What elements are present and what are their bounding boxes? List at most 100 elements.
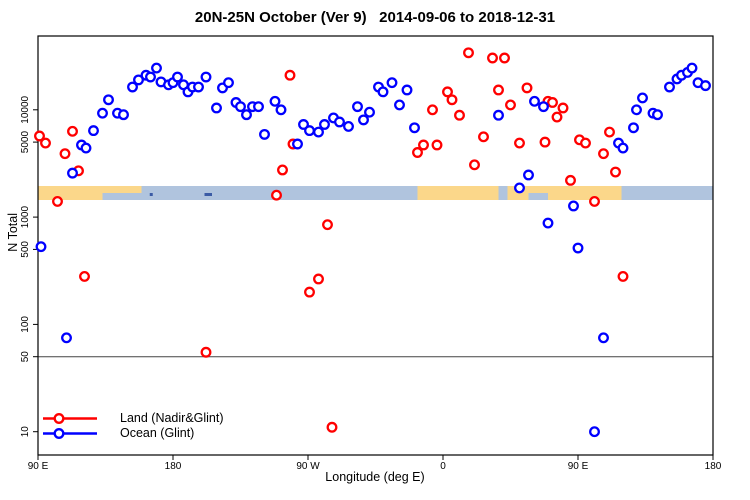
data-point-land — [442, 86, 453, 98]
data-point-ocean — [394, 99, 405, 111]
data-point-ocean — [313, 126, 324, 138]
map-band-land-patch — [417, 186, 499, 200]
data-point-ocean — [352, 101, 363, 113]
y-tick-label: 10 — [20, 426, 31, 438]
data-point-land — [505, 99, 516, 111]
x-tick-label: 90 E — [28, 461, 49, 472]
legend-item-ocean: Ocean (Glint) — [40, 426, 224, 441]
x-tick-label: 180 — [705, 461, 722, 472]
data-point-ocean — [628, 122, 639, 134]
data-point-ocean — [61, 332, 72, 344]
data-point-land — [418, 139, 429, 151]
data-point-land — [454, 109, 465, 121]
plot-border — [37, 35, 714, 456]
y-tick-label: 500 — [20, 241, 31, 258]
data-point-ocean — [67, 167, 78, 179]
data-point-land — [304, 286, 315, 298]
map-band-land-patch — [528, 186, 548, 193]
data-point-ocean — [493, 109, 504, 121]
data-point-ocean — [514, 182, 525, 194]
data-point-land — [40, 137, 51, 149]
data-point-ocean — [598, 332, 609, 344]
data-point-land — [557, 102, 569, 114]
data-point-land — [604, 126, 615, 138]
data-point-land — [589, 195, 600, 207]
data-point-ocean — [241, 109, 252, 121]
data-point-ocean — [386, 77, 398, 89]
map-band-land-patch — [548, 186, 622, 200]
data-point-ocean — [589, 426, 600, 438]
data-point-ocean — [319, 119, 330, 130]
data-point-ocean — [259, 128, 270, 140]
data-point-land — [547, 97, 558, 108]
data-point-land — [271, 189, 282, 201]
data-point-ocean — [223, 77, 234, 89]
data-point-ocean — [304, 125, 315, 137]
data-point-ocean — [568, 200, 579, 212]
x-tick-label: 180 — [165, 461, 182, 472]
data-point-ocean — [401, 84, 413, 96]
legend-item-land: Land (Nadir&Glint) — [40, 411, 224, 426]
data-point-ocean — [193, 81, 204, 93]
data-point-ocean — [631, 104, 642, 116]
data-point-land — [412, 147, 423, 158]
data-point-land — [446, 94, 458, 106]
data-point-land — [52, 195, 63, 207]
data-point-ocean — [235, 101, 246, 113]
data-point-land — [499, 52, 510, 64]
y-tick-label: 5000 — [20, 131, 31, 154]
data-point-land — [284, 69, 296, 81]
legend-label-ocean: Ocean (Glint) — [120, 426, 195, 440]
y-tick-label: 1000 — [20, 206, 31, 229]
map-band-land-patch — [102, 186, 142, 193]
data-point-ocean — [145, 71, 156, 83]
data-point-ocean — [298, 119, 309, 130]
y-tick-label: 10000 — [20, 95, 31, 123]
data-point-ocean — [700, 80, 711, 92]
data-point-ocean — [664, 81, 675, 93]
y-tick-label: 50 — [20, 351, 31, 363]
data-point-ocean — [88, 125, 99, 137]
data-point-land — [617, 270, 629, 282]
data-point-ocean — [211, 102, 222, 114]
data-point-ocean — [686, 62, 698, 74]
map-band-island — [149, 193, 153, 196]
data-point-land — [521, 82, 533, 94]
x-tick-label: 90 W — [296, 461, 320, 472]
data-point-land — [313, 273, 324, 285]
data-point-land — [487, 52, 498, 64]
data-point-ocean — [538, 101, 549, 113]
data-point-ocean — [617, 142, 629, 154]
data-point-ocean — [275, 104, 287, 116]
data-point-ocean — [133, 74, 144, 86]
data-point-land — [565, 174, 576, 186]
data-point-land — [598, 148, 609, 160]
data-point-land — [431, 139, 443, 151]
data-point-ocean — [637, 92, 648, 104]
data-point-ocean — [542, 217, 554, 229]
ocean-marker-icon — [43, 427, 97, 440]
data-point-ocean — [80, 142, 92, 154]
land-marker-icon — [43, 412, 97, 425]
x-tick-label: 90 E — [568, 461, 589, 472]
data-point-land — [580, 137, 591, 149]
data-point-ocean — [572, 242, 584, 254]
data-point-ocean — [292, 138, 303, 150]
data-point-land — [277, 164, 288, 176]
data-point-land — [427, 104, 438, 116]
data-point-land — [322, 219, 333, 231]
data-point-ocean — [343, 120, 354, 132]
data-point-land — [463, 47, 474, 59]
x-axis-label: Longitude (deg E) — [325, 470, 425, 484]
data-point-ocean — [652, 109, 663, 121]
map-band-island — [204, 193, 212, 196]
y-tick-label: 100 — [20, 316, 31, 333]
y-axis-label: N Total — [6, 213, 20, 252]
legend-label-land: Land (Nadir&Glint) — [120, 411, 224, 425]
data-point-ocean — [364, 106, 375, 118]
data-point-ocean — [529, 95, 540, 107]
data-point-ocean — [523, 169, 534, 181]
data-point-ocean — [269, 95, 281, 107]
